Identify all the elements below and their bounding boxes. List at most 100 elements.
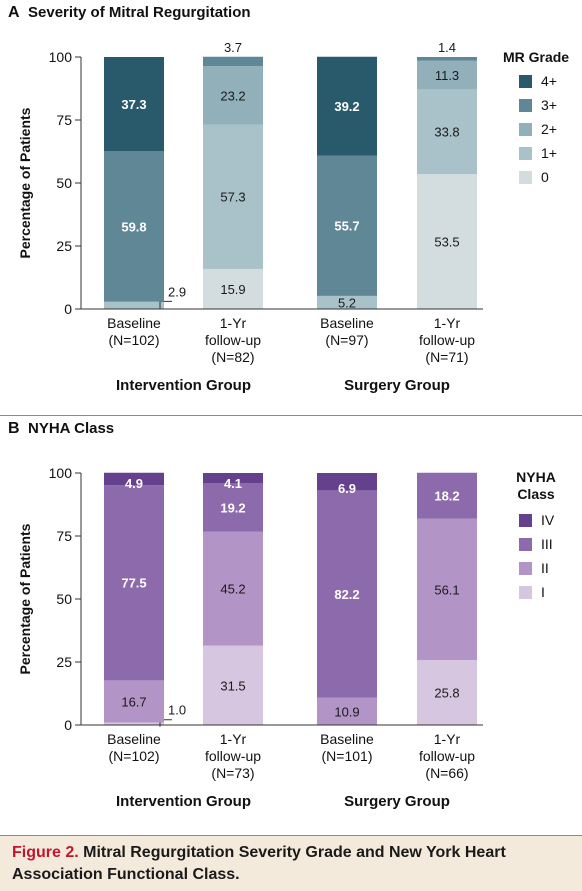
- legend-label: 0: [541, 169, 549, 185]
- x-category-label: 1-Yr: [220, 731, 247, 747]
- bar-segment: [203, 483, 263, 532]
- legend-title: Class: [517, 486, 555, 502]
- bar-segment: [203, 645, 263, 725]
- legend-swatch: [519, 514, 532, 527]
- bar-segment: [203, 473, 263, 484]
- data-label: 82.2: [334, 587, 359, 602]
- caption-text: Mitral Regurgitation Severity Grade and …: [12, 844, 506, 883]
- bar-segment: [203, 66, 263, 125]
- legend-label: III: [541, 536, 553, 552]
- bar-segment: [203, 56, 263, 67]
- data-label: 57.3: [220, 190, 245, 205]
- x-category-label: 1-Yr: [220, 315, 247, 331]
- data-label: 11.3: [435, 68, 459, 83]
- x-category-label: 1-Yr: [434, 731, 461, 747]
- legend-label: 4+: [541, 73, 557, 89]
- data-label: 19.2: [220, 501, 245, 516]
- legend-swatch: [519, 147, 532, 160]
- x-category-label: (N=102): [109, 748, 160, 764]
- data-label: 1.4: [438, 40, 456, 55]
- group-label: Surgery Group: [344, 793, 450, 810]
- x-category-label: (N=102): [109, 332, 160, 348]
- y-tick-label: 50: [56, 591, 72, 607]
- bar-segment: [104, 680, 164, 723]
- data-label: 45.2: [220, 582, 245, 597]
- data-label: 4.9: [125, 476, 143, 491]
- caption-label: Figure 2.: [12, 844, 79, 861]
- bar-segment: [104, 57, 164, 151]
- data-label: 16.7: [121, 694, 146, 709]
- legend-swatch: [519, 562, 532, 575]
- bar-segment: [417, 472, 477, 519]
- data-label: 33.8: [434, 125, 459, 140]
- data-label: 10.9: [334, 704, 359, 719]
- y-tick-label: 75: [56, 528, 72, 544]
- bar-segment: [104, 150, 164, 302]
- legend-label: II: [541, 560, 549, 576]
- data-label: 53.5: [434, 235, 459, 250]
- legend-label: I: [541, 584, 545, 600]
- y-tick-label: 50: [56, 175, 72, 191]
- bar-segment: [417, 89, 477, 175]
- data-label: 5.2: [338, 295, 356, 310]
- panel-divider: [0, 415, 582, 416]
- figure-caption: Figure 2. Mitral Regurgitation Severity …: [0, 835, 582, 891]
- panel-b-chart: B NYHA Class 0 25 50 75 100 Percentage of Patie…: [8, 420, 556, 810]
- x-category-label: (N=66): [425, 765, 468, 781]
- bar-segment: [417, 60, 477, 90]
- bar-segment: [417, 518, 477, 660]
- data-label: 39.2: [334, 99, 359, 114]
- x-category-label: (N=82): [211, 349, 254, 365]
- data-label: 2.9: [168, 284, 186, 299]
- legend-label: 2+: [541, 121, 557, 137]
- bar-segment: [203, 268, 263, 309]
- legend-title: MR Grade: [503, 49, 569, 65]
- bar-segment: [104, 301, 164, 309]
- legend-swatch: [519, 171, 532, 184]
- bar-segment: [203, 531, 263, 646]
- legend-label: 1+: [541, 145, 557, 161]
- y-axis-title: Percentage of Patients: [17, 523, 33, 674]
- x-category-label: follow-up: [419, 332, 475, 348]
- bar-segment: [203, 124, 263, 269]
- panel-title: NYHA Class: [28, 420, 114, 437]
- group-label: Surgery Group: [344, 377, 450, 394]
- data-label: 56.1: [434, 582, 459, 597]
- x-category-label: (N=97): [325, 332, 368, 348]
- x-category-label: Baseline: [320, 731, 374, 747]
- group-label: Intervention Group: [116, 377, 251, 394]
- x-category-label: follow-up: [205, 748, 261, 764]
- bar-segment: [104, 472, 164, 486]
- data-label: 3.7: [224, 40, 242, 55]
- legend-label: 3+: [541, 97, 557, 113]
- legend-title: NYHA: [516, 469, 556, 485]
- legend-swatch: [519, 123, 532, 136]
- panel-a-chart: A Severity of Mitral Regurgitation 0 25 50 75…: [8, 4, 569, 394]
- y-axis-title: Percentage of Patients: [17, 107, 33, 258]
- bar-segment: [417, 659, 477, 725]
- y-tick-label: 100: [49, 465, 73, 481]
- data-label: 37.3: [121, 97, 146, 112]
- bar-segment: [317, 473, 377, 491]
- y-tick-label: 0: [64, 717, 72, 733]
- data-label: 15.9: [220, 282, 245, 297]
- bar-segment: [317, 490, 377, 698]
- x-category-label: follow-up: [205, 332, 261, 348]
- panel-title: Severity of Mitral Regurgitation: [28, 4, 251, 21]
- data-label: 55.7: [334, 219, 359, 234]
- data-label: 59.8: [121, 219, 146, 234]
- bar-segment: [104, 722, 164, 725]
- y-tick-label: 75: [56, 112, 72, 128]
- legend-swatch: [519, 586, 532, 599]
- panel-letter: B: [8, 420, 20, 437]
- x-category-label: (N=73): [211, 765, 254, 781]
- legend-label: IV: [541, 512, 555, 528]
- group-label: Intervention Group: [116, 793, 251, 810]
- bar-segment: [317, 56, 377, 156]
- x-category-label: (N=71): [425, 349, 468, 365]
- legend-swatch: [519, 75, 532, 88]
- panel-letter: A: [8, 4, 20, 21]
- bar-segment: [317, 155, 377, 296]
- x-category-label: Baseline: [107, 315, 161, 331]
- data-label: 77.5: [121, 576, 146, 591]
